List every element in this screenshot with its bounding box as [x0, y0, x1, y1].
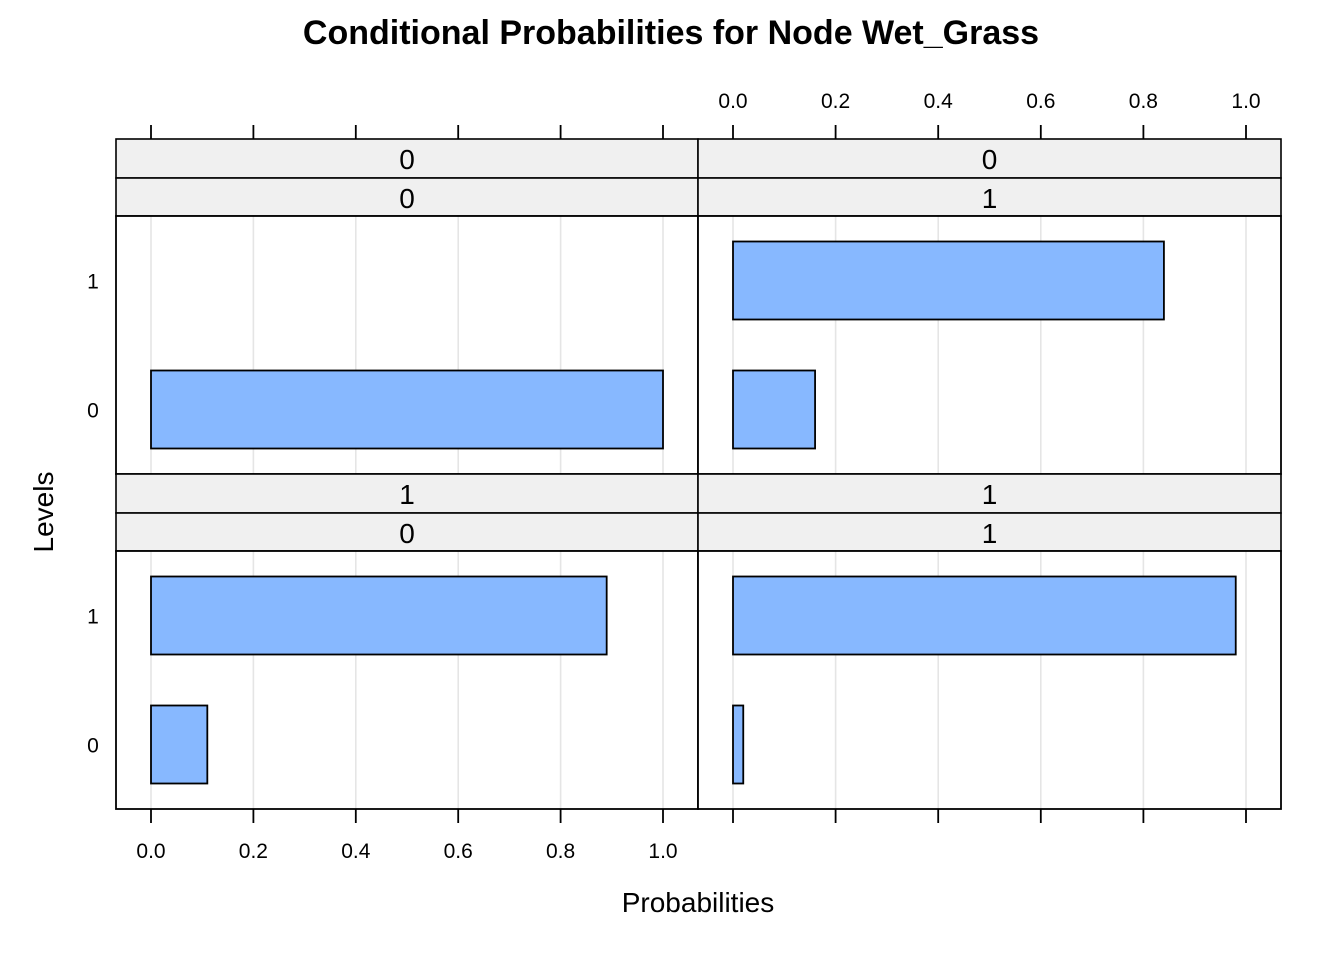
bar-level-0 — [732, 369, 816, 450]
x-tick-label-top: 1.0 — [1231, 90, 1260, 113]
x-axis-label: Probabilities — [622, 887, 775, 918]
strip-top-label: 1 — [982, 479, 998, 510]
panel-border — [697, 550, 1282, 810]
x-tick-label-top: 0.8 — [1129, 90, 1158, 113]
x-tick-label-bottom: 0.0 — [136, 840, 165, 863]
y-axis-label: Levels — [28, 472, 59, 553]
x-tick-label-bottom: 1.0 — [648, 840, 677, 863]
panels: 0 0 0 1 0 1 1 0 0 1 1 1 0.0 0.0 0.2 0.2 0.4 0.4 0.6 0.6 0.8 0… — [87, 90, 1282, 863]
strip-top-bg — [697, 473, 1282, 514]
y-tick-label: 1 — [87, 271, 99, 294]
bar-level-1 — [732, 240, 1165, 321]
strip-top-label: 1 — [399, 479, 415, 510]
strip-bottom-bg — [115, 177, 699, 217]
strip-top-label: 0 — [982, 144, 998, 175]
strip-bottom-label: 1 — [982, 183, 998, 214]
x-tick-label-top: 0.4 — [924, 90, 954, 113]
x-tick-label-bottom: 0.6 — [444, 840, 473, 863]
strip-bottom-bg — [697, 177, 1282, 217]
bar-level-0 — [732, 704, 745, 785]
strip-bottom-label: 0 — [399, 518, 415, 549]
bar-level-0 — [150, 369, 664, 450]
x-tick-label-bottom: 0.8 — [546, 840, 575, 863]
y-tick-label: 0 — [87, 400, 99, 423]
strip-top-bg — [115, 473, 699, 514]
x-tick-label-bottom: 0.4 — [341, 840, 371, 863]
strip-top-label: 0 — [399, 144, 415, 175]
y-tick-label: 0 — [87, 735, 99, 758]
x-tick-label-bottom: 0.2 — [239, 840, 268, 863]
strip-bottom-label: 0 — [399, 183, 415, 214]
bar-level-1 — [150, 575, 608, 656]
strip-top-bg — [697, 138, 1282, 179]
x-tick-label-top: 0.6 — [1026, 90, 1055, 113]
y-tick-label: 1 — [87, 606, 99, 629]
chart-title: Conditional Probabilities for Node Wet_G… — [303, 14, 1039, 52]
x-tick-label-top: 0.2 — [821, 90, 850, 113]
strip-top-bg — [115, 138, 699, 179]
x-tick-label-top: 0.0 — [718, 90, 747, 113]
strip-bottom-label: 1 — [982, 518, 998, 549]
bar-level-0 — [150, 704, 209, 785]
bar-level-1 — [732, 575, 1237, 656]
strip-bottom-bg — [697, 512, 1282, 552]
